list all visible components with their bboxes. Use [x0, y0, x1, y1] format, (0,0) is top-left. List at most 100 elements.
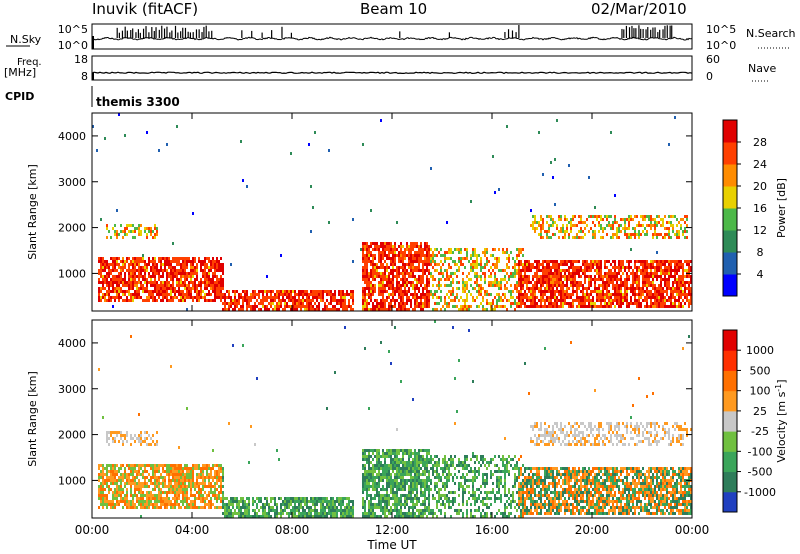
- power-cell: [418, 296, 420, 299]
- power-cell: [374, 284, 376, 287]
- power-cell: [240, 293, 242, 296]
- power-cell: [426, 293, 428, 296]
- power-cell: [120, 272, 122, 275]
- power-cell: [560, 296, 562, 299]
- power-cell: [456, 269, 458, 272]
- power-cell: [546, 272, 548, 275]
- velocity-cell: [306, 497, 308, 500]
- power-cell: [418, 266, 420, 269]
- power-cell: [462, 305, 464, 308]
- power-cell: [140, 230, 142, 233]
- power-cell: [690, 281, 692, 284]
- velocity-cell: [368, 455, 370, 458]
- velocity-cell: [116, 488, 118, 491]
- velocity-cell: [308, 509, 310, 512]
- power-cell: [598, 293, 600, 296]
- power-cell: [384, 278, 386, 281]
- power-cell: [402, 251, 404, 254]
- power-cell: [100, 272, 102, 275]
- power-cell: [202, 269, 204, 272]
- velocity-cell: [106, 497, 108, 500]
- velocity-cell: [110, 482, 112, 485]
- power-cell: [606, 302, 608, 305]
- power-cell: [672, 281, 674, 284]
- power-cell: [606, 272, 608, 275]
- power-cell: [414, 257, 416, 260]
- power-cell: [668, 287, 670, 290]
- power-cell: [540, 290, 542, 293]
- power-cell: [222, 302, 224, 305]
- power-cell: [630, 287, 632, 290]
- velocity-cell: [208, 494, 210, 497]
- velocity-cell: [312, 500, 314, 503]
- power-cell: [538, 260, 540, 263]
- power-cell: [602, 236, 604, 239]
- power-cell: [320, 299, 322, 302]
- power-cell: [142, 278, 144, 281]
- velocity-cell: [230, 509, 232, 512]
- velocity-cell: [98, 473, 100, 476]
- power-cell: [182, 299, 184, 302]
- power-cell: [136, 227, 138, 230]
- power-cell: [684, 230, 686, 233]
- power-cell: [306, 305, 308, 308]
- power-cell: [688, 287, 690, 290]
- power-cell: [566, 269, 568, 272]
- velocity-cell: [118, 494, 120, 497]
- velocity-cell: [310, 509, 312, 512]
- power-cell: [172, 266, 174, 269]
- power-cell: [144, 263, 146, 266]
- velocity-cell: [280, 512, 282, 515]
- power-cell: [498, 269, 500, 272]
- power-cell: [548, 230, 550, 233]
- power-cell: [402, 299, 404, 302]
- power-cell: [316, 308, 318, 311]
- velocity-cell: [204, 497, 206, 500]
- power-cell: [154, 269, 156, 272]
- power-cell: [414, 266, 416, 269]
- power-cell: [608, 260, 610, 263]
- power-cell: [166, 290, 168, 293]
- power-cell: [542, 173, 544, 176]
- power-cell: [288, 290, 290, 293]
- velocity-cell: [216, 497, 218, 500]
- velocity-cell: [168, 488, 170, 491]
- power-cell: [388, 308, 390, 311]
- velocity-cell: [112, 479, 114, 482]
- power-cell: [642, 272, 644, 275]
- velocity-cell: [200, 473, 202, 476]
- velocity-cell: [206, 467, 208, 470]
- velocity-cell: [342, 509, 344, 512]
- power-cell: [220, 296, 222, 299]
- velocity-cell: [262, 506, 264, 509]
- power-cell: [680, 293, 682, 296]
- power-cell: [662, 236, 664, 239]
- power-cell: [204, 257, 206, 260]
- velocity-cell: [368, 449, 370, 452]
- power-cell: [140, 275, 142, 278]
- power-cell: [512, 290, 514, 293]
- power-cell: [242, 305, 244, 308]
- power-cell: [146, 284, 148, 287]
- velocity-cell: [174, 494, 176, 497]
- power-cell: [452, 287, 454, 290]
- power-cell: [626, 272, 628, 275]
- power-cell: [610, 269, 612, 272]
- power-cell: [240, 308, 242, 311]
- power-cell: [114, 266, 116, 269]
- velocity-cell: [330, 512, 332, 515]
- power-cell: [496, 263, 498, 266]
- velocity-cell: [186, 488, 188, 491]
- power-cell: [594, 263, 596, 266]
- velocity-cell: [238, 500, 240, 503]
- power-cell: [120, 290, 122, 293]
- power-cell: [152, 290, 154, 293]
- velocity-cell: [124, 494, 126, 497]
- velocity-cell: [312, 515, 314, 518]
- power-cell: [136, 281, 138, 284]
- velocity-cell: [148, 434, 150, 437]
- power-cell: [656, 305, 658, 308]
- velocity-cell: [104, 482, 106, 485]
- power-cell: [522, 275, 524, 278]
- velocity-cell: [130, 494, 132, 497]
